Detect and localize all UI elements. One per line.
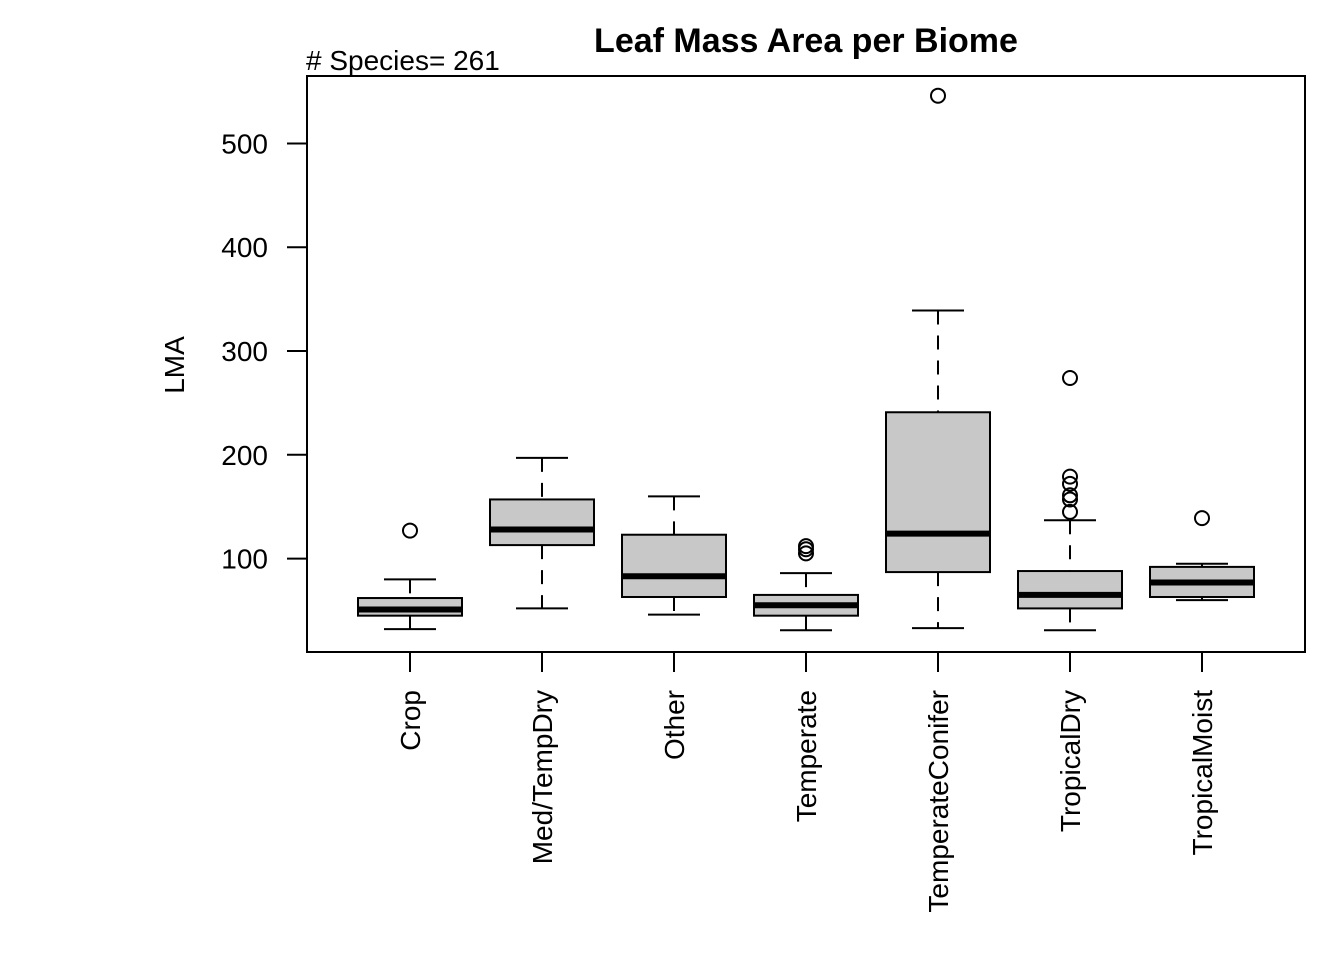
outlier-point — [1062, 475, 1078, 492]
y-tick-label: 500 — [221, 128, 268, 159]
x-tick-label: TemperateConifer — [923, 690, 954, 913]
x-tick-label: Temperate — [791, 690, 822, 822]
outlier-point — [798, 538, 814, 555]
species-count-label: # Species= 261 — [306, 45, 500, 76]
outlier-point — [798, 545, 814, 562]
x-tick-label: Med/TempDry — [527, 690, 558, 864]
box-group — [885, 87, 991, 630]
box-group — [1149, 510, 1255, 602]
y-tick-label: 200 — [221, 440, 268, 471]
x-tick-label: Crop — [395, 690, 426, 751]
y-tick-label: 100 — [221, 544, 268, 575]
x-tick-label: TropicalMoist — [1187, 690, 1218, 856]
box-group — [489, 456, 595, 610]
outlier-point — [402, 522, 418, 539]
box-group — [357, 522, 463, 631]
y-axis: 100 200 300 400 500 — [221, 128, 308, 575]
outlier-point — [1062, 503, 1078, 520]
box-group — [753, 538, 859, 632]
x-axis: Crop Med/TempDry Other Temperate TemperateCo… — [395, 651, 1218, 913]
plot-frame — [306, 75, 1306, 653]
y-tick-label: 300 — [221, 336, 268, 367]
chart-title: Leaf Mass Area per Biome — [594, 22, 1018, 60]
y-tick-label: 400 — [221, 232, 268, 263]
iqr-box — [885, 411, 991, 574]
outlier-point — [930, 87, 946, 104]
x-tick-label: Other — [659, 690, 690, 760]
iqr-box — [621, 533, 727, 598]
box-group — [621, 495, 727, 616]
outlier-point — [1062, 370, 1078, 387]
outlier-point — [1062, 468, 1078, 485]
iqr-box — [489, 498, 595, 547]
outlier-point — [1194, 510, 1210, 527]
iqr-box — [1017, 570, 1123, 610]
outlier-point — [1062, 487, 1078, 504]
outlier-point — [1062, 491, 1078, 508]
x-tick-label: TropicalDry — [1055, 690, 1086, 832]
boxes — [357, 87, 1255, 632]
y-axis-label: LMA — [159, 336, 190, 394]
box-group — [1017, 370, 1123, 632]
